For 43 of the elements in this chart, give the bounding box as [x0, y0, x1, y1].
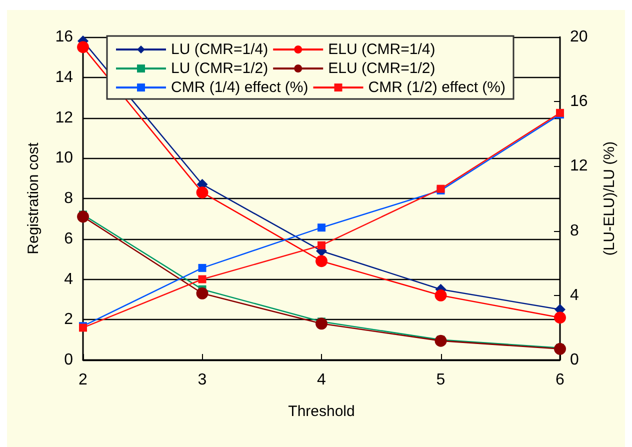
point — [554, 342, 566, 355]
y-tick-label: 12 — [55, 109, 74, 126]
x-tick-label: 3 — [198, 372, 207, 388]
point — [77, 210, 89, 223]
x-tick-label: 6 — [556, 372, 565, 388]
point — [434, 289, 447, 302]
y-tick-label: 2 — [64, 311, 74, 328]
y-tick-label: 10 — [55, 150, 74, 167]
x-tick-label: 5 — [436, 372, 446, 388]
y2-tick-label: 8 — [570, 222, 579, 240]
point — [318, 224, 326, 232]
point — [318, 241, 326, 250]
y-tick-label: 4 — [64, 270, 74, 288]
y2-axis-title: (LU-ELU)/LU (%) — [601, 141, 618, 256]
point — [196, 287, 208, 300]
y-tick-label: 14 — [55, 68, 74, 86]
y2-tick-label: 20 — [570, 28, 588, 46]
point — [198, 264, 206, 272]
y2-tick-label: 12 — [570, 158, 588, 175]
x-tick-label: 2 — [78, 372, 88, 388]
y-tick-label: 0 — [64, 352, 74, 368]
legend-label: LU (CMR=1/4) — [171, 41, 268, 58]
x-tick-label: 4 — [317, 372, 326, 388]
y-tick-label: 16 — [55, 28, 74, 46]
y2-tick-label: 0 — [570, 352, 579, 368]
legend-label: ELU (CMR=1/2) — [328, 60, 436, 77]
y2-tick-label: 4 — [570, 286, 579, 304]
y-axis-title: Registration cost — [25, 142, 42, 254]
y2-tick-label: 16 — [570, 93, 588, 110]
legend-label: ELU (CMR=1/4) — [328, 41, 436, 58]
legend-label: LU (CMR=1/2) — [171, 60, 268, 77]
point — [316, 318, 328, 330]
point — [316, 255, 328, 268]
x-axis-title: Threshold — [288, 403, 355, 420]
y-tick-label: 8 — [64, 190, 74, 207]
point — [196, 186, 208, 198]
legend-label: CMR (1/2) effect (%) — [368, 79, 506, 96]
legend-label: CMR (1/4) effect (%) — [171, 79, 308, 96]
point — [77, 41, 89, 54]
point — [434, 334, 447, 347]
y-tick-label: 6 — [64, 230, 74, 248]
point — [554, 312, 566, 324]
point — [198, 275, 206, 284]
